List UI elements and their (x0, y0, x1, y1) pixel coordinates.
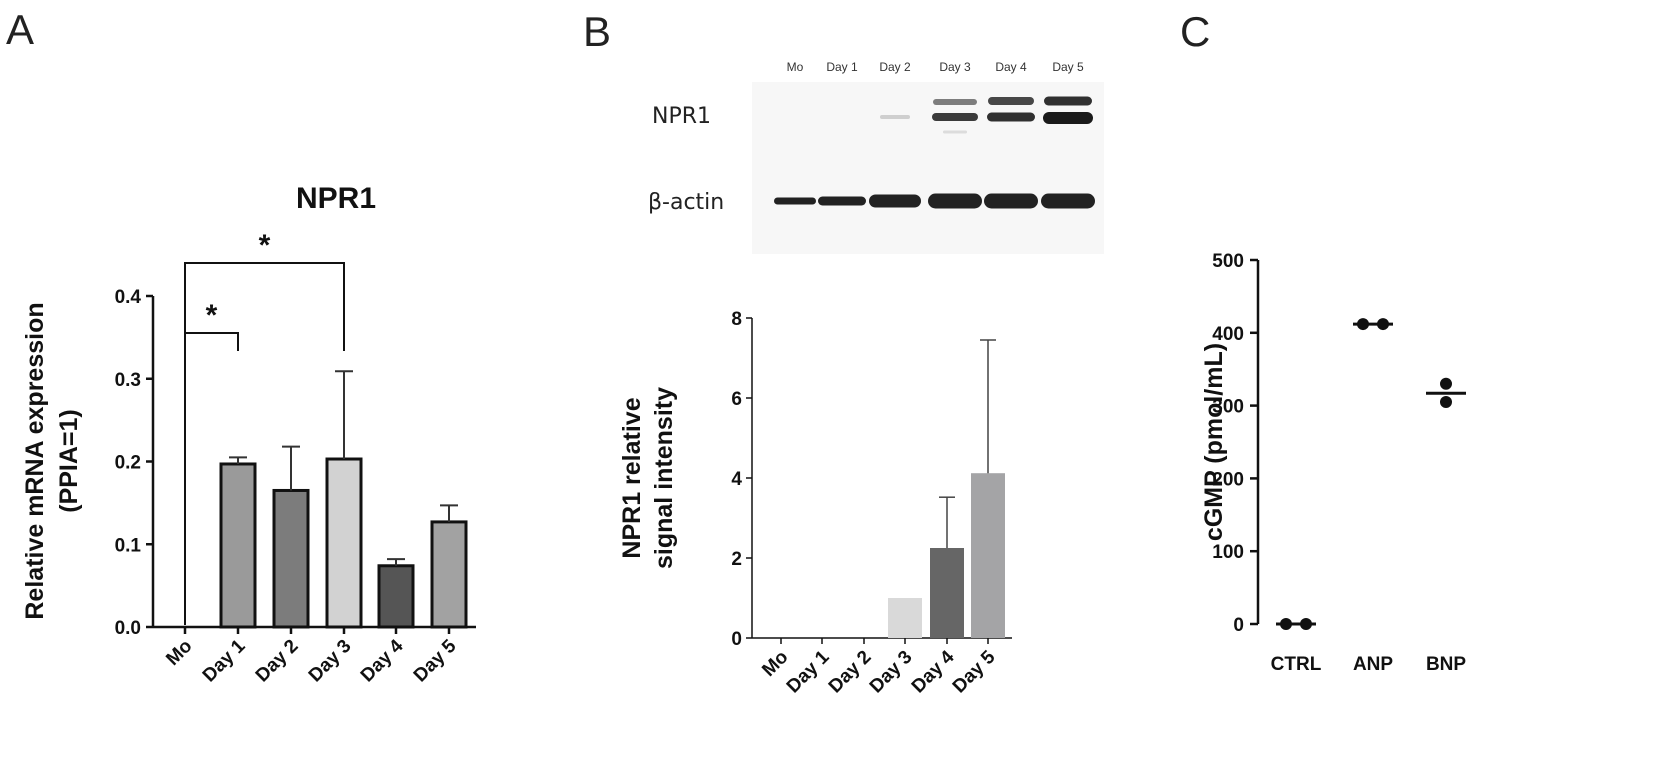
panel-a-category-label: Day 3 (305, 636, 356, 687)
panel-letter-b: B (583, 8, 611, 55)
panel-c-y-tick-label: 500 (1212, 251, 1244, 272)
blot-band-npr1 (987, 112, 1035, 122)
panel-c-category-label: BNP (1426, 654, 1466, 675)
panel-c-data-point (1300, 618, 1312, 630)
panel-b-y-tick-label: 2 (731, 549, 742, 570)
panel-c-category-label: CTRL (1271, 654, 1322, 675)
blot-band-actin (774, 197, 816, 205)
blot-band-npr1 (943, 130, 967, 134)
blot-band-npr1 (880, 115, 910, 119)
western-blot: NPR1 β-actin Mo Day 1 Day 2 Day 3 Day 4 Day 5 (648, 60, 1104, 254)
panel-a-bar-chart: 0.0 0.1 0.2 0.3 0.4 Mo Day 1 Day 2 Day 3 Day 4 Day… (115, 229, 476, 686)
blot-row-label-actin: β-actin (648, 190, 724, 215)
significance-star: * (259, 229, 271, 262)
panel-a-bar (272, 488, 310, 629)
blot-band-npr1 (932, 113, 978, 121)
panel-a-bar (377, 564, 415, 629)
panel-a-y-axis-title: Relative mRNA expression (PPIA=1) (21, 302, 83, 619)
panel-c-y-axis-title: cGMP (pmol/mL) (1200, 343, 1228, 541)
blot-row-label-npr1: NPR1 (652, 104, 711, 129)
blot-background (752, 82, 1104, 254)
blot-band-npr1 (988, 97, 1034, 105)
significance-star: * (206, 299, 218, 332)
panel-a-category-label: Day 2 (252, 636, 303, 687)
blot-band-npr1 (1043, 112, 1093, 124)
panel-a-category-label: Day 4 (357, 635, 408, 686)
blot-band-npr1 (933, 99, 977, 105)
panel-c-y-tick-label: 0 (1233, 615, 1244, 636)
panel-c-data-point (1440, 395, 1452, 408)
panel-c-y-tick-label: 300 (1212, 397, 1244, 418)
panel-b-y-tick-label: 0 (731, 629, 742, 650)
panel-b-y-tick-label: 4 (731, 469, 742, 490)
blot-bands (774, 96, 1095, 209)
panel-b-category-label: Mo (758, 647, 792, 681)
panel-b-y-axis-title: NPR1 relative signal intensity (618, 387, 678, 569)
blot-band-actin (818, 196, 866, 206)
panel-c-y-tick-label: 100 (1212, 542, 1244, 563)
panel-letter-c: C (1180, 8, 1210, 55)
panel-c-data-point (1357, 318, 1369, 331)
panel-b-bar (930, 548, 964, 638)
panel-b-y-axis-title-line-1: NPR1 relative (618, 397, 646, 558)
panel-letter-a: A (6, 6, 34, 53)
panel-c-data-point (1280, 618, 1292, 630)
panel-b-y-axis-title-line-2: signal intensity (650, 387, 678, 569)
significance-bracket (184, 262, 345, 625)
panel-c-y-tick-label: 200 (1212, 469, 1244, 490)
panel-a-y-tick-label: 0.0 (115, 618, 141, 639)
blot-lane-labels: Mo Day 1 Day 2 Day 3 Day 4 Day 5 (787, 60, 1084, 74)
panel-b-category-label: Day 5 (949, 646, 1000, 697)
blot-lane-label: Day 5 (1052, 60, 1084, 74)
panel-c-data-point (1377, 318, 1389, 331)
panel-a-y-axis-title-line-2: (PPIA=1) (55, 409, 83, 513)
panel-b-bar (971, 473, 1005, 638)
blot-band-npr1 (1044, 96, 1092, 106)
panel-a-y-tick-label: 0.3 (115, 370, 141, 391)
panel-b-category-label: Day 3 (866, 647, 917, 698)
panel-a-category-label: Day 1 (199, 635, 250, 686)
blot-lane-label: Day 2 (879, 60, 911, 74)
blot-lane-label: Day 4 (995, 60, 1027, 74)
panel-a-title: NPR1 (296, 182, 376, 215)
panel-a-category-label: Mo (162, 636, 196, 670)
panel-c-data-point (1440, 377, 1452, 390)
panel-b-category-label: Day 2 (825, 647, 876, 698)
panel-c-scatter-chart: 0 100 200 300 400 500 CTRL ANP BNP (1212, 251, 1466, 675)
panel-c-category-label: ANP (1353, 654, 1393, 675)
blot-band-actin (984, 193, 1038, 209)
panel-c-y-tick-label: 400 (1212, 324, 1244, 345)
panel-a-y-tick-label: 0.1 (115, 535, 142, 556)
panel-b-category-label: Day 1 (783, 646, 834, 697)
blot-lane-label: Day 3 (939, 60, 971, 74)
panel-b-y-tick-label: 6 (731, 389, 742, 410)
blot-lane-label: Day 1 (826, 60, 858, 74)
panel-b-bar (888, 598, 922, 638)
panel-a-bar (325, 457, 363, 629)
panel-a-category-label: Day 5 (410, 635, 461, 686)
blot-band-actin (1041, 193, 1095, 209)
panel-a-y-axis-title-line-1: Relative mRNA expression (21, 302, 49, 619)
panel-a-y-tick-label: 0.4 (115, 287, 142, 308)
blot-band-actin (928, 193, 982, 209)
panel-a-bar (219, 462, 257, 629)
blot-band-actin (869, 194, 921, 208)
blot-lane-label: Mo (787, 60, 804, 74)
panel-a-y-tick-label: 0.2 (115, 453, 141, 474)
panel-b-y-tick-label: 8 (731, 309, 742, 330)
panel-b-category-label: Day 4 (908, 646, 959, 697)
panel-a-bar (430, 520, 468, 629)
